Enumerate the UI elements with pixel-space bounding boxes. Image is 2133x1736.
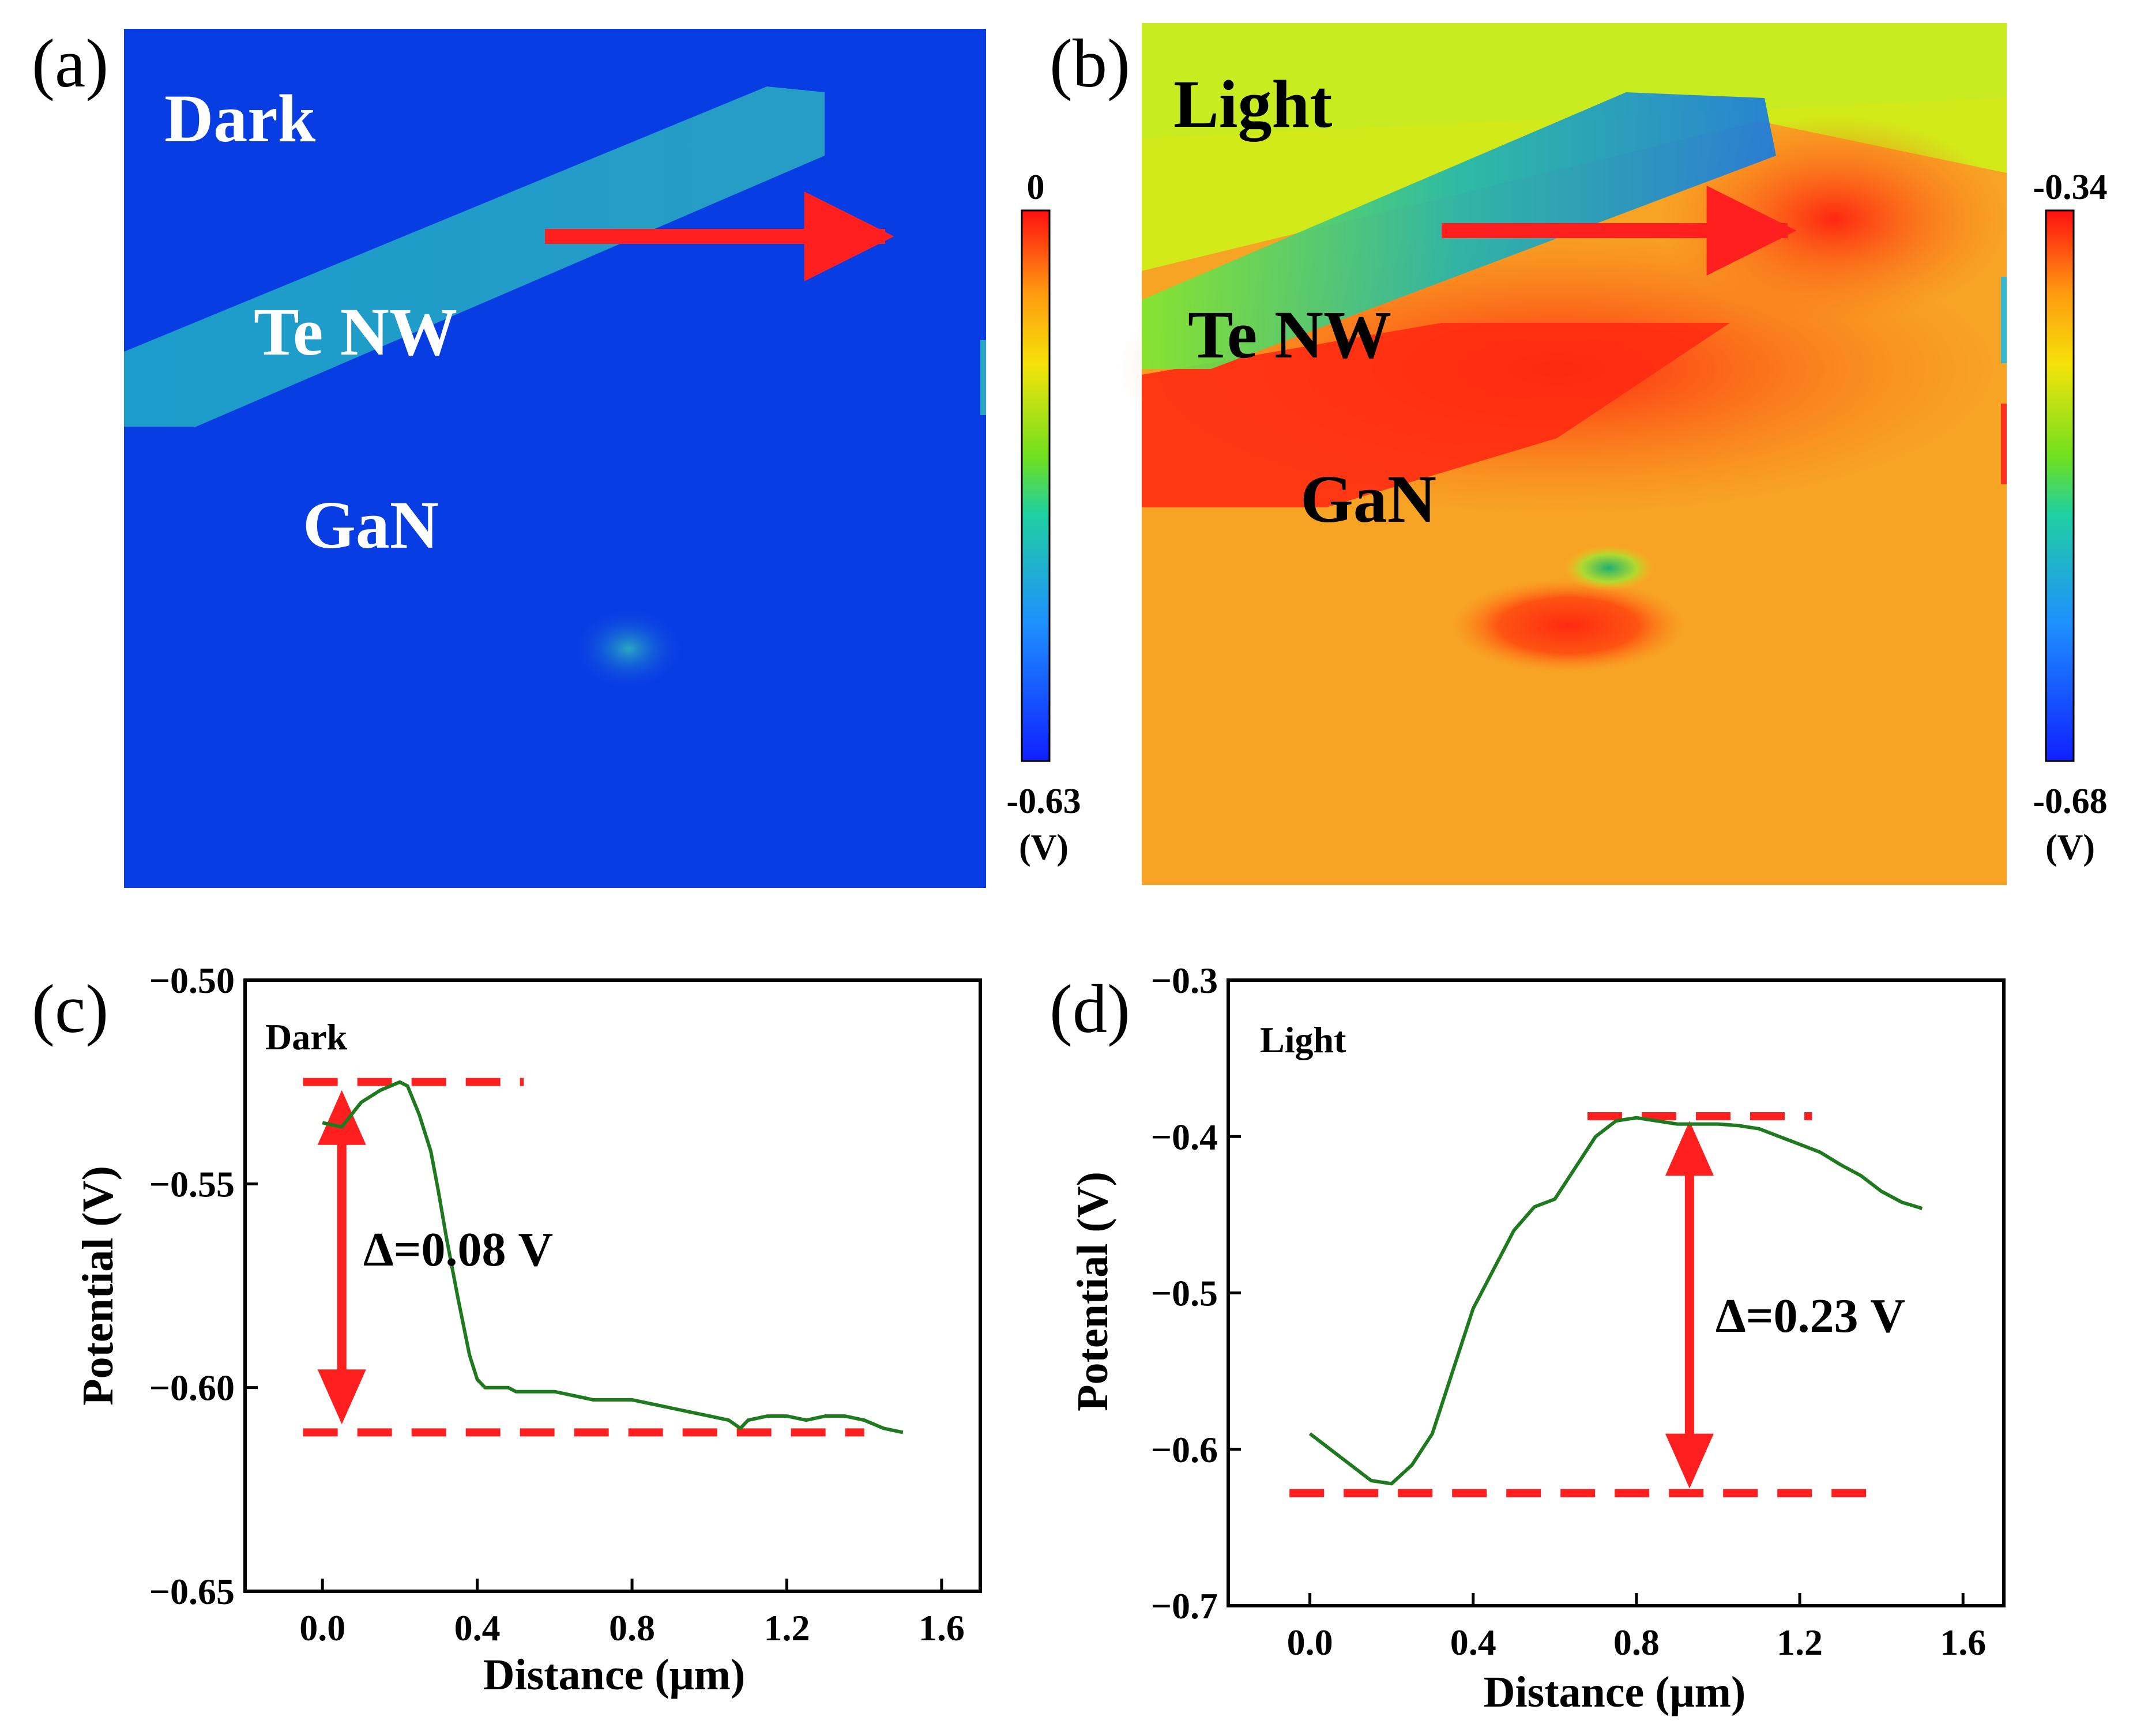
potential-line-c [322, 1080, 904, 1434]
delta-arrow-head-top-d [1665, 1121, 1714, 1176]
colorbar-b-unit: (V) [2045, 828, 2095, 867]
potential-line-d [1308, 1116, 1923, 1486]
line-profile-dark: (c) 0.0 0.4 0.8 1.2 1.6−0.65−0.60−0.55−0.50 … [32, 960, 982, 1699]
y-tick-label-d: −0.6 [1151, 1429, 1218, 1470]
x-tick-label-c: 0.4 [454, 1607, 501, 1648]
x-tick-label-c: 0.8 [609, 1607, 655, 1648]
delta-arrow-head-top-c [317, 1090, 366, 1145]
y-tick-label-c: −0.50 [149, 960, 235, 1001]
y-tick-label-c: −0.55 [149, 1163, 235, 1204]
y-tick-label-d: −0.3 [1151, 960, 1218, 1001]
kpfm-map-dark [124, 29, 986, 888]
plot-frame-c [243, 978, 982, 1593]
y-tick-label-c: −0.65 [149, 1571, 235, 1612]
panel-c-label: (c) [32, 970, 108, 1047]
inplot-label-c: Dark [265, 1016, 348, 1057]
y-axis-label-c: Potential (V) [74, 1166, 122, 1406]
delta-label-d: Δ=0.23 V [1716, 1289, 1905, 1343]
colorbar-b [2045, 209, 2075, 762]
x-tick-label-c: 0.0 [299, 1607, 345, 1648]
panel-d-label: (d) [1049, 970, 1130, 1047]
x-tick-label-d: 1.2 [1777, 1622, 1823, 1663]
condition-label-b: Light [1173, 66, 1332, 142]
delta-arrow-head-bottom-d [1665, 1433, 1714, 1489]
x-tick-label-c: 1.2 [763, 1607, 810, 1648]
x-tick-label-d: 0.0 [1287, 1622, 1333, 1663]
panel-b: (b) Light Te NW GaN -0.34 -0.68 (V) [1049, 23, 2108, 885]
particle-spot-light [1563, 545, 1655, 591]
plot-frame-d [1227, 978, 2006, 1607]
x-axis-label-d: Distance (μm) [1484, 1668, 1746, 1716]
panel-a-label: (a) [32, 25, 108, 101]
line-profile-light: (d) 0.0 0.4 0.8 1.2 1.6−0.7−0.6−0.5−0.4−0.3 … [1049, 960, 2006, 1716]
y-tick-label-d: −0.4 [1151, 1116, 1218, 1157]
substrate-label-b: GaN [1300, 461, 1436, 537]
y-tick-label-d: −0.7 [1151, 1586, 1218, 1626]
x-tick-label-d: 0.4 [1450, 1622, 1496, 1663]
particle-spot-dark [574, 608, 683, 689]
colorbar-a [1021, 209, 1051, 762]
nanowire-dark [124, 86, 825, 427]
hot-spot-light [1453, 579, 1684, 672]
condition-label-a: Dark [164, 81, 316, 156]
panel-b-label: (b) [1049, 25, 1130, 101]
nw-label-b: Te NW [1188, 297, 1391, 372]
x-tick-label-c: 1.6 [919, 1607, 965, 1648]
x-axis-label-c: Distance (μm) [483, 1651, 746, 1699]
y-axis-label-d: Potential (V) [1069, 1172, 1117, 1411]
x-tick-label-d: 1.6 [1940, 1622, 1986, 1663]
colorbar-a-unit: (V) [1019, 828, 1069, 867]
y-tick-label-d: −0.5 [1151, 1273, 1218, 1314]
inplot-label-d: Light [1260, 1019, 1346, 1060]
nw-label-a: Te NW [254, 294, 457, 370]
y-tick-label-c: −0.60 [149, 1368, 235, 1409]
panel-a: (a) Dark Te NW GaN 0 -0.63 (V) [32, 25, 1081, 888]
delta-label-c: Δ=0.08 V [363, 1223, 553, 1276]
colorbar-a-min: -0.63 [1006, 782, 1081, 821]
x-tick-label-d: 0.8 [1613, 1622, 1660, 1663]
colorbar-a-max: 0 [1027, 168, 1045, 207]
substrate-label-a: GaN [303, 487, 439, 563]
colorbar-b-max: -0.34 [2033, 168, 2107, 207]
delta-arrow-head-bottom-c [317, 1369, 366, 1425]
colorbar-b-min: -0.68 [2033, 782, 2107, 821]
